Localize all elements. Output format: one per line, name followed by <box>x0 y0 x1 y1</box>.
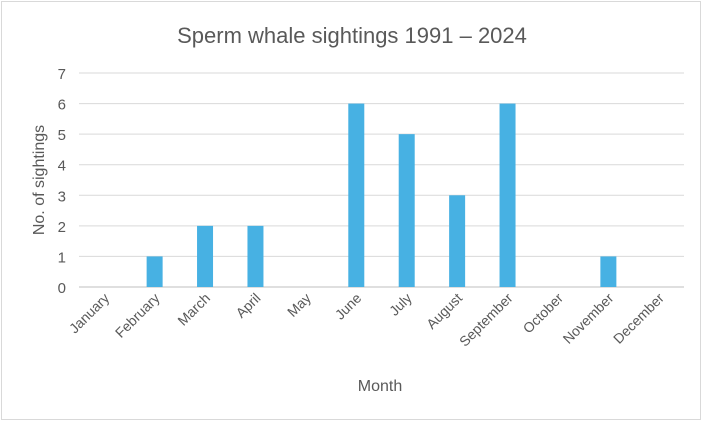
bar-november <box>600 256 617 287</box>
y-tick-label: 2 <box>58 219 66 236</box>
y-tick-label: 1 <box>58 249 66 266</box>
y-tick-label: 5 <box>58 127 66 144</box>
x-tick-label: May <box>284 290 314 320</box>
y-tick-label: 4 <box>58 158 66 175</box>
bar-july <box>398 134 415 287</box>
y-tick-label: 3 <box>58 188 66 205</box>
y-tick-label: 0 <box>58 280 66 297</box>
x-tick-label: June <box>332 290 365 323</box>
bar-september <box>499 103 516 287</box>
bar-june <box>348 103 365 287</box>
x-tick-label: January <box>66 290 113 337</box>
chart-title: Sperm whale sightings 1991 – 2024 <box>177 23 527 48</box>
x-tick-label: February <box>112 290 163 341</box>
bar-august <box>449 195 466 287</box>
x-tick-label: September <box>456 290 516 350</box>
x-tick-label: November <box>560 290 617 347</box>
x-tick-label: July <box>386 290 415 319</box>
y-tick-label: 7 <box>58 66 66 83</box>
bar-april <box>247 225 264 287</box>
x-axis-title: Month <box>358 378 402 395</box>
x-tick-label: March <box>174 290 213 329</box>
y-axis-title: No. of sightings <box>31 125 48 235</box>
x-tick-label: October <box>520 290 567 337</box>
bar-february <box>146 256 163 287</box>
bar-march <box>197 225 214 287</box>
x-tick-label: August <box>423 290 465 332</box>
x-tick-label: December <box>610 290 667 347</box>
x-tick-label: April <box>232 290 263 321</box>
y-tick-label: 6 <box>58 97 66 114</box>
